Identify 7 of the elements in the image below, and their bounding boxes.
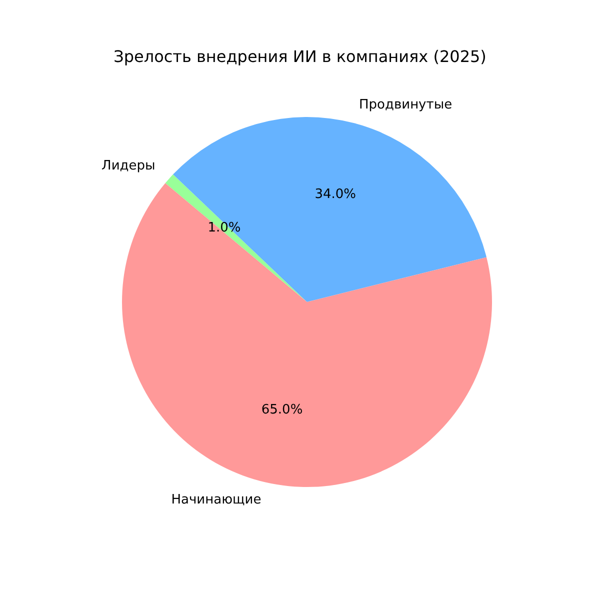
- chart-title: Зрелость внедрения ИИ в компаниях (2025): [114, 47, 486, 66]
- slice-label: Лидеры: [102, 158, 156, 174]
- slice-label: Продвинутые: [358, 98, 452, 113]
- data-label: 1.0%: [208, 220, 241, 236]
- data-label: 34.0%: [314, 187, 356, 202]
- data-label: 65.0%: [261, 402, 303, 418]
- slice-label: Начинающие: [171, 492, 262, 508]
